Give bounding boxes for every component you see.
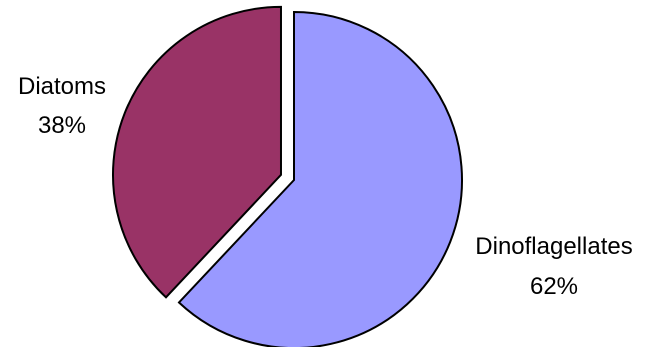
pie-slices [111,5,463,347]
slice-label-diatoms-value: 38% [38,112,86,139]
pie-slice-diatoms [111,5,282,299]
slice-label-diatoms-name: Diatoms [18,73,106,100]
slice-label-dinoflagellates-value: 62% [530,273,578,300]
slice-label-dinoflagellates-name: Dinoflagellates [475,233,632,260]
pie-slice-dinoflagellates [177,10,463,347]
